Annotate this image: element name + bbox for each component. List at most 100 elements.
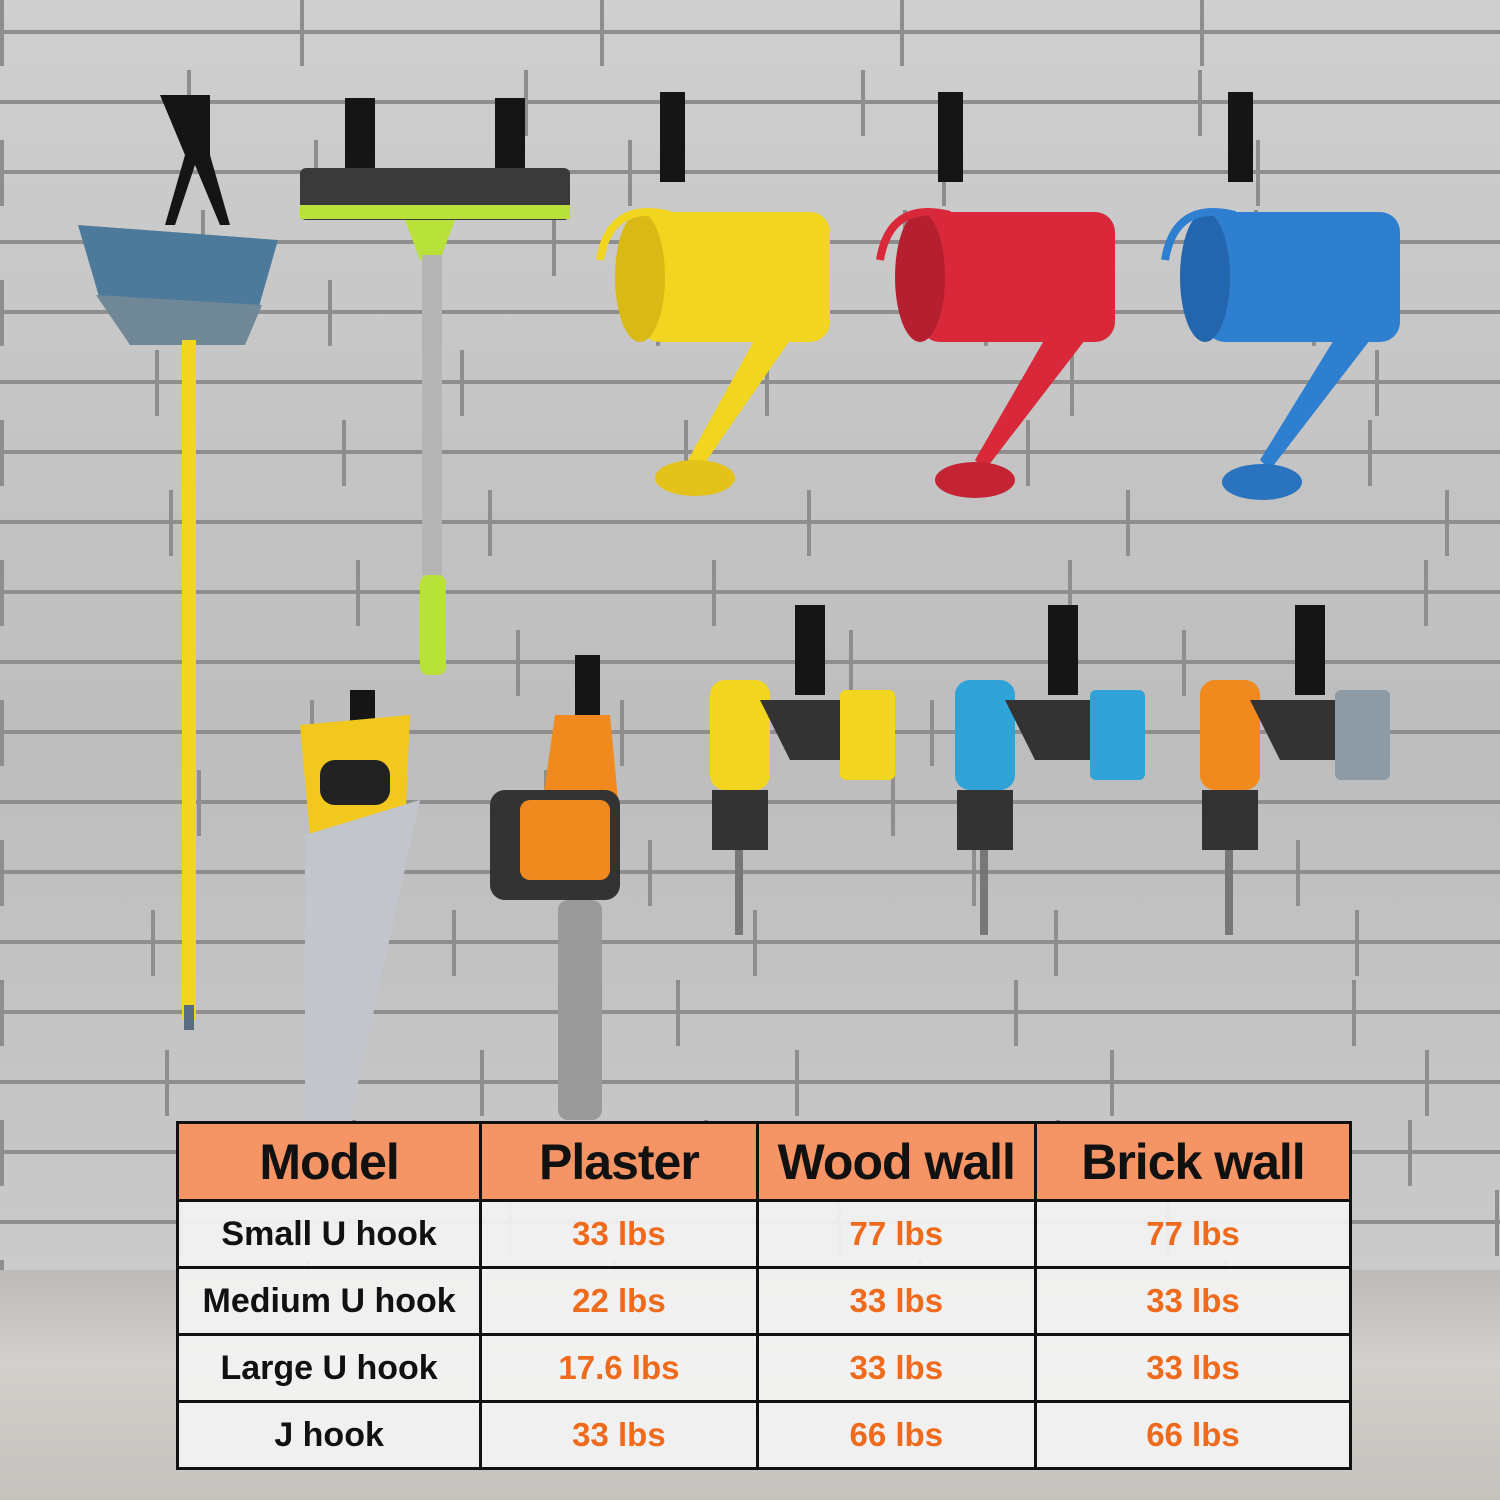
- model-cell: J hook: [175, 1400, 483, 1470]
- brick-joint: [328, 280, 332, 346]
- brick-joint: [1355, 910, 1359, 976]
- brick-joint: [0, 1260, 4, 1270]
- brick-joint: [1256, 140, 1260, 206]
- watering-can-red: [876, 92, 1115, 498]
- capacity-cell: 33 lbs: [755, 1333, 1037, 1403]
- brick-joint: [891, 770, 895, 836]
- brick-joint: [1352, 980, 1356, 1046]
- header-model: Model: [175, 1121, 483, 1202]
- brick-joint: [0, 140, 4, 206]
- brick-joint: [1026, 420, 1030, 486]
- brick-joint: [1198, 70, 1202, 136]
- brick-joint: [552, 210, 556, 276]
- brick-joint: [1054, 910, 1058, 976]
- header-wood-wall: Wood wall: [755, 1121, 1037, 1202]
- hook-icon: [938, 92, 963, 182]
- brick-joint: [861, 70, 865, 136]
- brick-joint: [0, 0, 4, 66]
- model-cell: Medium U hook: [175, 1266, 483, 1336]
- hook-icon: [1228, 92, 1253, 182]
- brick-joint: [0, 560, 4, 626]
- brick-joint: [930, 700, 934, 766]
- brick-joint: [1070, 350, 1074, 416]
- brick-joint: [1368, 420, 1372, 486]
- brick-joint: [342, 420, 346, 486]
- model-cell: Small U hook: [175, 1199, 483, 1269]
- hook-icon: [160, 95, 230, 225]
- brick-joint: [1375, 350, 1379, 416]
- hook-icon: [795, 605, 825, 695]
- capacity-cell: 33 lbs: [479, 1199, 759, 1269]
- brick-joint: [628, 140, 632, 206]
- hook-icon: [345, 98, 375, 168]
- table-row: J hook 33 lbs 66 lbs 66 lbs: [175, 1400, 1353, 1470]
- hook-icon: [660, 92, 685, 182]
- header-brick-wall: Brick wall: [1033, 1121, 1353, 1202]
- capacity-cell: 22 lbs: [479, 1266, 759, 1336]
- brick-joint: [488, 490, 492, 556]
- brick-joint: [480, 1050, 484, 1116]
- brick-joint: [169, 490, 173, 556]
- brick-joint: [600, 0, 604, 66]
- brick-joint: [151, 910, 155, 976]
- brick-joint: [712, 560, 716, 626]
- brick-joint: [0, 840, 4, 906]
- brick-joint: [1110, 1050, 1114, 1116]
- brick-joint: [900, 0, 904, 66]
- squeegee: [300, 98, 570, 675]
- brick-joint: [0, 980, 4, 1046]
- brick-joint: [1126, 490, 1130, 556]
- drill-blue: [955, 605, 1145, 935]
- brick-joint: [1200, 0, 1204, 66]
- brick-joint: [356, 560, 360, 626]
- hook-icon: [575, 655, 600, 715]
- brick-joint: [620, 700, 624, 766]
- broom: [78, 95, 278, 1030]
- brick-joint: [300, 0, 304, 66]
- header-plaster: Plaster: [479, 1121, 759, 1202]
- brick-joint: [460, 350, 464, 416]
- table-row: Medium U hook 22 lbs 33 lbs 33 lbs: [175, 1266, 1353, 1336]
- brick-joint: [1068, 560, 1072, 626]
- capacity-cell: 17.6 lbs: [479, 1333, 759, 1403]
- brick-joint: [1424, 560, 1428, 626]
- chainsaw: [490, 655, 620, 1120]
- table-row: Small U hook 33 lbs 77 lbs 77 lbs: [175, 1199, 1353, 1269]
- drill-orange: [1200, 605, 1390, 935]
- brick-joint: [1182, 630, 1186, 696]
- table-row: Large U hook 17.6 lbs 33 lbs 33 lbs: [175, 1333, 1353, 1403]
- capacity-cell: 77 lbs: [1033, 1199, 1353, 1269]
- hand-saw: [300, 690, 420, 1120]
- brick-joint: [0, 700, 4, 766]
- brick-joint: [452, 910, 456, 976]
- brick-joint: [516, 630, 520, 696]
- brick-joint: [1296, 840, 1300, 906]
- capacity-cell: 33 lbs: [1033, 1333, 1353, 1403]
- brick-joint: [1495, 1190, 1499, 1256]
- capacity-cell: 77 lbs: [755, 1199, 1037, 1269]
- brick-joint: [0, 420, 4, 486]
- model-cell: Large U hook: [175, 1333, 483, 1403]
- brick-joint: [972, 840, 976, 906]
- brick-joint: [849, 630, 853, 696]
- brick-joint: [0, 1120, 4, 1186]
- brick-joint: [1014, 980, 1018, 1046]
- capacity-cell: 33 lbs: [479, 1400, 759, 1470]
- brick-joint: [0, 280, 4, 346]
- brick-joint: [1408, 1120, 1412, 1186]
- capacity-cell: 66 lbs: [755, 1400, 1037, 1470]
- brick-joint: [165, 1050, 169, 1116]
- table-header-row: Model Plaster Wood wall Brick wall: [175, 1121, 1353, 1202]
- brick-joint: [648, 840, 652, 906]
- brick-joint: [1425, 1050, 1429, 1116]
- hook-icon: [1295, 605, 1325, 695]
- brick-joint: [1445, 490, 1449, 556]
- watering-can-yellow: [596, 92, 830, 496]
- capacity-cell: 33 lbs: [755, 1266, 1037, 1336]
- capacity-cell: 33 lbs: [1033, 1266, 1353, 1336]
- brick-joint: [197, 770, 201, 836]
- hook-icon: [1048, 605, 1078, 695]
- brick-joint: [524, 70, 528, 136]
- brick-joint: [765, 350, 769, 416]
- brick-joint: [807, 490, 811, 556]
